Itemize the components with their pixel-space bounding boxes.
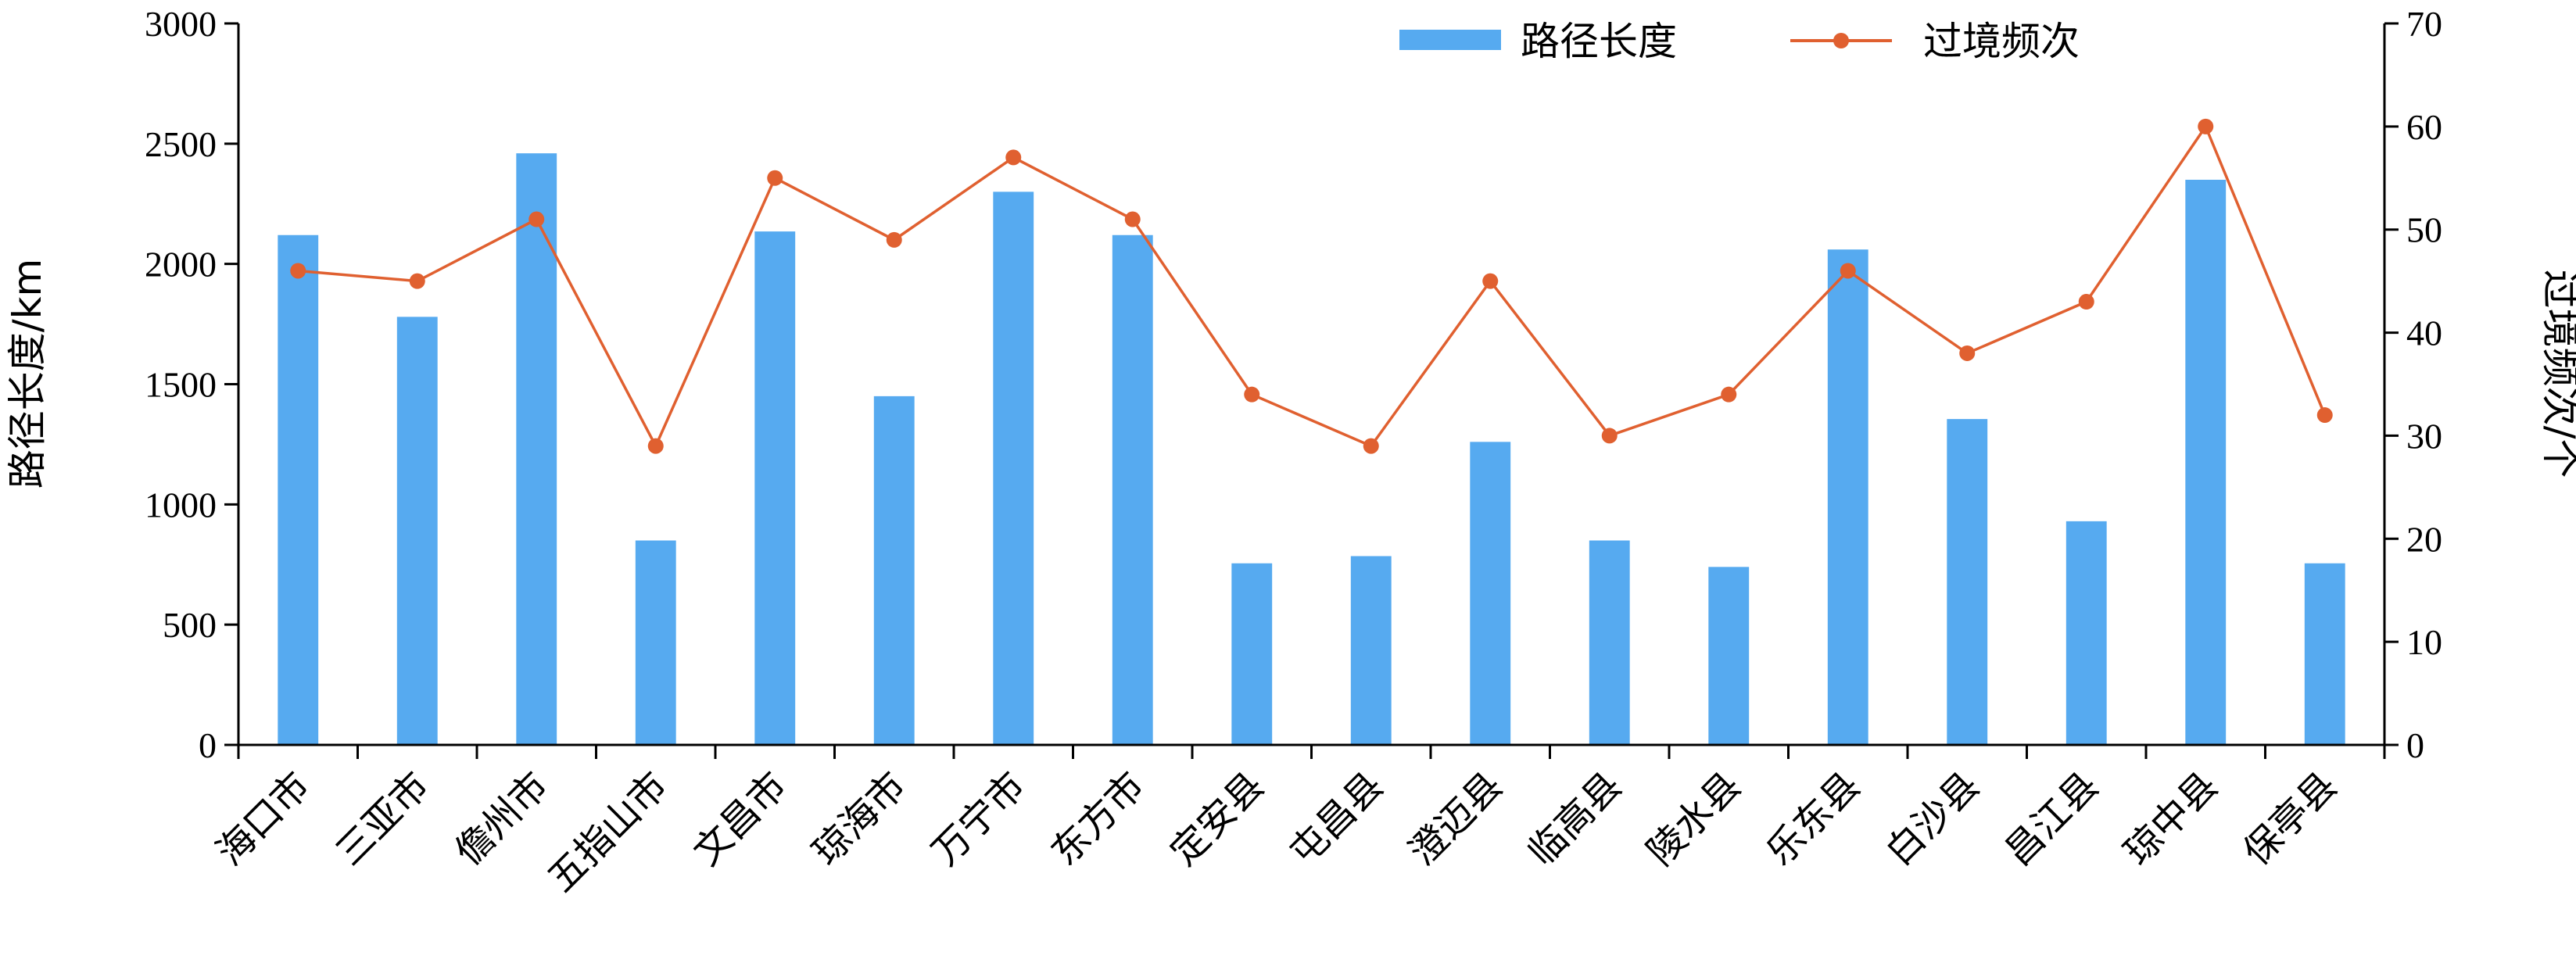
line-point-海口市	[290, 263, 306, 279]
x-category-label: 文昌市	[685, 764, 795, 874]
x-category-label: 定安县	[1162, 764, 1272, 874]
bar-五指山市	[635, 540, 676, 745]
line-point-文昌市	[767, 170, 783, 186]
line-point-万宁市	[1005, 149, 1022, 166]
bar-series-layer	[278, 153, 2345, 745]
y-tick-label-right: 30	[2406, 416, 2442, 456]
line-point-琼中县	[2198, 118, 2214, 134]
line-series-layer	[290, 118, 2333, 454]
x-category-label: 陵水县	[1639, 764, 1749, 874]
line-point-澄迈县	[1482, 273, 1499, 289]
x-category-label: 乐东县	[1758, 764, 1868, 874]
line-point-琼海市	[886, 231, 902, 248]
x-category-label: 昌江县	[1997, 764, 2107, 874]
bar-陵水县	[1708, 567, 1750, 745]
bar-琼中县	[2185, 179, 2227, 745]
bar-临高县	[1589, 540, 1630, 745]
y-tick-label-right: 0	[2406, 725, 2424, 765]
line-point-定安县	[1244, 386, 1260, 403]
legend-swatch-bar	[1399, 30, 1501, 50]
x-category-label: 三亚市	[328, 764, 438, 874]
y-tick-label-right: 40	[2406, 313, 2442, 353]
y-tick-label-left: 2000	[145, 245, 217, 285]
legend-swatch-marker	[1833, 33, 1849, 48]
legend-label-bar: 路径长度	[1521, 19, 1677, 64]
x-category-label: 保亭县	[2235, 764, 2345, 874]
x-category-label: 白沙县	[1877, 764, 1987, 874]
legend: 路径长度 过境频次	[1399, 19, 2080, 64]
bar-万宁市	[993, 191, 1034, 745]
bar-白沙县	[1947, 419, 1988, 745]
bar-屯昌县	[1350, 556, 1392, 745]
x-category-label: 澄迈县	[1400, 764, 1510, 874]
x-category-label: 儋州市	[446, 764, 557, 874]
y-tick-label-left: 2500	[145, 124, 217, 164]
line-point-三亚市	[409, 273, 425, 289]
x-category-label: 琼海市	[804, 764, 915, 874]
bar-儋州市	[516, 153, 557, 745]
axes-layer	[224, 22, 2399, 759]
bar-保亭县	[2304, 563, 2345, 745]
y-tick-label-left: 0	[199, 725, 217, 765]
y-axis-title-right: 过境频次/个	[2538, 270, 2576, 478]
line-point-乐东县	[1840, 263, 1856, 279]
y-tick-label-right: 50	[2406, 210, 2442, 250]
bar-澄迈县	[1470, 442, 1511, 745]
line-point-临高县	[1601, 428, 1618, 444]
legend-label-line: 过境频次	[1923, 19, 2080, 64]
x-category-label: 临高县	[1520, 764, 1630, 874]
x-category-label: 琼中县	[2116, 764, 2226, 874]
y-axis-title-left: 路径长度/km	[5, 259, 50, 489]
y-tick-label-left: 500	[163, 605, 217, 645]
x-category-label: 屯昌县	[1281, 764, 1392, 874]
bar-昌江县	[2065, 521, 2107, 745]
x-category-label: 万宁市	[923, 764, 1034, 874]
x-category-label: 海口市	[208, 764, 318, 874]
line-point-东方市	[1124, 211, 1141, 227]
line-point-保亭县	[2316, 407, 2333, 424]
bar-海口市	[278, 234, 319, 745]
line-point-儋州市	[528, 211, 545, 227]
bar-乐东县	[1827, 249, 1868, 745]
y-tick-label-right: 10	[2406, 622, 2442, 662]
frequency-line	[298, 123, 2327, 449]
y-tick-label-left: 1500	[145, 365, 217, 405]
y-tick-label-left: 3000	[145, 4, 217, 44]
bar-定安县	[1231, 563, 1273, 745]
y-tick-label-right: 70	[2406, 4, 2442, 44]
bar-三亚市	[396, 317, 438, 745]
line-point-屯昌县	[1363, 438, 1379, 454]
y-tick-label-left: 1000	[145, 485, 217, 524]
line-point-白沙县	[1959, 345, 1976, 361]
line-point-陵水县	[1721, 386, 1737, 403]
y-tick-label-right: 20	[2406, 519, 2442, 559]
tick-labels-layer: 0 500 1000 1500 2000 2500 3000 0 10 20 30 40 50 60 70	[145, 4, 2442, 765]
x-category-label: 东方市	[1043, 764, 1153, 874]
bar-文昌市	[754, 231, 796, 745]
bar-琼海市	[873, 396, 915, 745]
y-tick-label-right: 60	[2406, 107, 2442, 147]
line-point-昌江县	[2078, 294, 2094, 310]
x-category-label: 五指山市	[539, 764, 676, 900]
bar-东方市	[1112, 234, 1153, 745]
line-point-五指山市	[647, 438, 664, 454]
